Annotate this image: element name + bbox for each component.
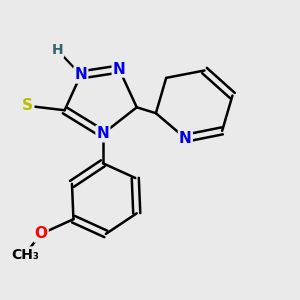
Text: H: H [51,43,63,57]
Text: N: N [113,61,125,76]
Text: N: N [97,126,109,141]
Text: S: S [22,98,33,113]
Text: O: O [34,226,48,242]
Text: N: N [74,68,87,82]
Text: CH₃: CH₃ [11,248,39,262]
Text: N: N [179,131,192,146]
